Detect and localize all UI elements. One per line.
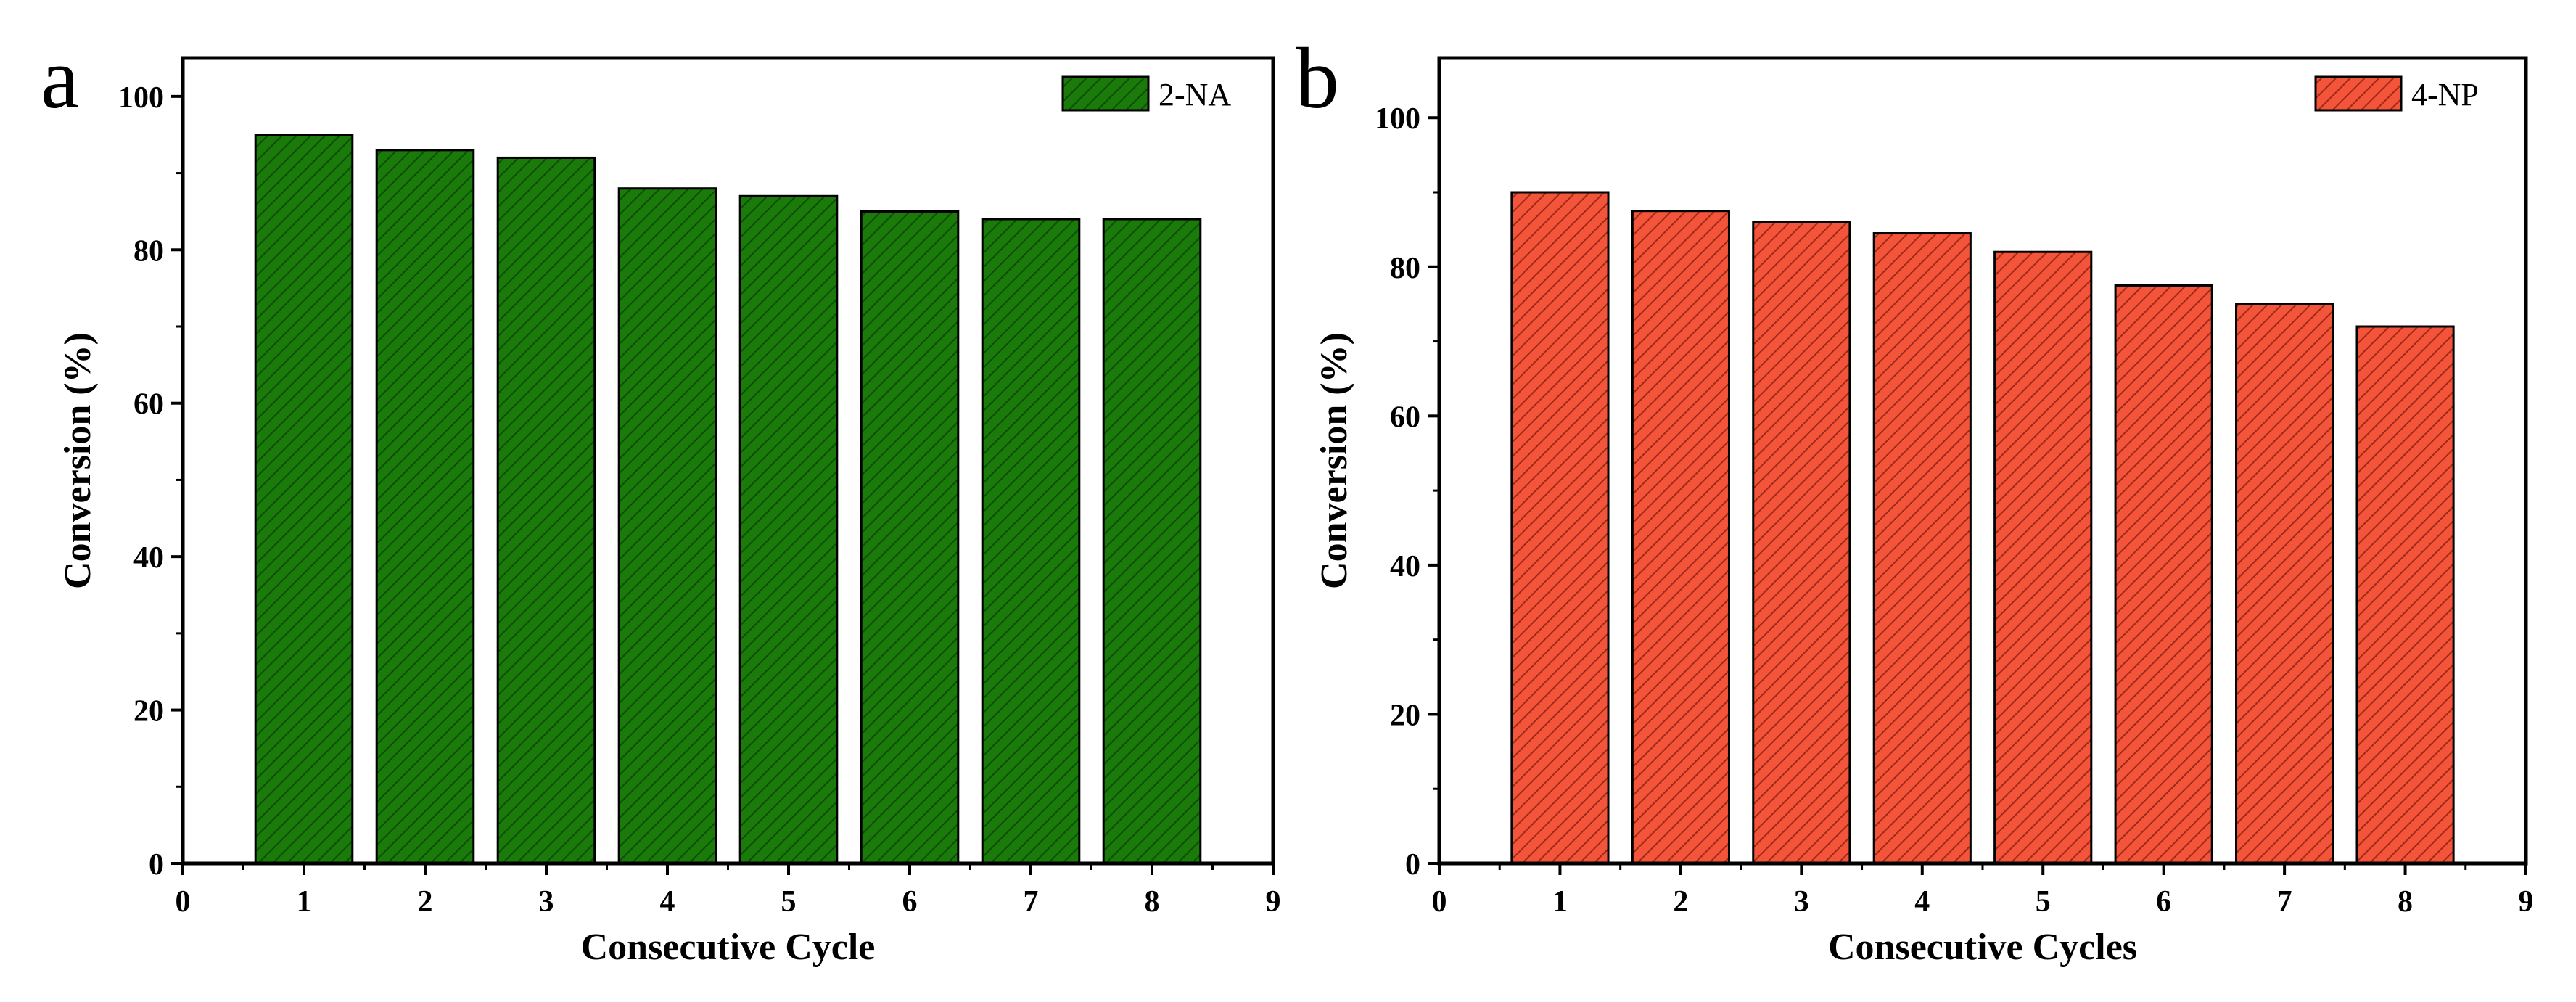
chart-panel-b: b 0 1 2 3 4 5 6 7 8 9 0 20 40 60 80 100 Consecutive Cy… [1296,30,2534,968]
x-tick-label: 6 [902,885,918,919]
legend-swatch [2314,75,2403,112]
x-tick-label: 0 [176,885,191,919]
y-tick-label: 80 [1390,252,1420,285]
y-tick-label: 20 [1390,699,1420,732]
y-tick-label: 0 [149,848,164,882]
y-tick-label: 40 [133,541,164,575]
x-axis-title: Consecutive Cycles [1828,927,2137,968]
y-axis-ticks: 0 20 40 60 80 100 [118,81,183,882]
bar-cycle-6 [2114,284,2213,865]
legend: 2-NA [1061,75,1231,112]
bar-cycle-3 [496,156,596,865]
x-axis-title: Consecutive Cycle [581,927,876,968]
bar-cycle-1 [1510,191,1610,865]
legend: 4-NP [2314,75,2479,112]
bar-cycle-4 [1872,232,1972,865]
x-tick-label: 4 [1914,885,1930,919]
y-axis-ticks: 0 20 40 60 80 100 [1375,102,1439,882]
x-tick-label: 1 [297,885,312,919]
bar-cycle-1 [254,134,354,865]
x-tick-label: 5 [2036,885,2051,919]
x-tick-label: 9 [1266,885,1281,919]
bar-cycle-5 [1993,250,2093,865]
x-tick-label: 7 [1024,885,1039,919]
x-tick-label: 7 [2277,885,2292,919]
bar-cycle-5 [738,194,839,865]
bar-cycle-6 [860,210,960,865]
y-tick-label: 20 [133,695,164,728]
bar-cycle-7 [2235,303,2334,865]
y-tick-label: 40 [1390,550,1420,583]
chart-panel-a: a 0 1 2 3 4 5 6 7 8 9 0 20 40 60 80 100 Consecutive Cy… [41,30,1281,968]
y-tick-label: 60 [133,388,164,422]
bar-cycle-8 [1102,218,1202,865]
x-tick-label: 8 [2398,885,2413,919]
bar-group [254,134,1202,865]
y-tick-label: 100 [118,81,164,115]
legend-swatch [1061,75,1150,112]
x-tick-label: 2 [418,885,433,919]
bar-cycle-8 [2355,325,2455,865]
panel-letter: a [41,30,79,126]
y-axis-title: Conversion (%) [57,332,99,589]
bar-cycle-2 [1631,210,1730,865]
bar-cycle-7 [981,218,1081,865]
x-tick-label: 0 [1432,885,1447,919]
y-tick-label: 100 [1375,102,1420,136]
bar-cycle-4 [617,187,717,865]
x-tick-label: 1 [1552,885,1568,919]
y-tick-label: 60 [1390,401,1420,434]
y-tick-label: 0 [1405,848,1420,882]
y-tick-label: 80 [133,234,164,268]
x-tick-label: 9 [2519,885,2534,919]
x-tick-label: 4 [660,885,675,919]
legend-label: 4-NP [2411,77,2479,112]
x-axis-ticks: 0 1 2 3 4 5 6 7 8 9 [176,863,1281,919]
bar-group [1510,191,2455,865]
x-tick-label: 3 [1794,885,1809,919]
bar-cycle-3 [1752,221,1851,865]
x-tick-label: 5 [781,885,797,919]
x-tick-label: 6 [2156,885,2171,919]
x-tick-label: 8 [1145,885,1160,919]
x-tick-label: 2 [1673,885,1688,919]
bar-cycle-2 [375,149,475,865]
y-axis-title: Conversion (%) [1314,332,1355,589]
x-tick-label: 3 [539,885,554,919]
legend-label: 2-NA [1159,77,1231,112]
x-axis-ticks: 0 1 2 3 4 5 6 7 8 9 [1432,863,2534,919]
panel-letter: b [1296,30,1339,126]
